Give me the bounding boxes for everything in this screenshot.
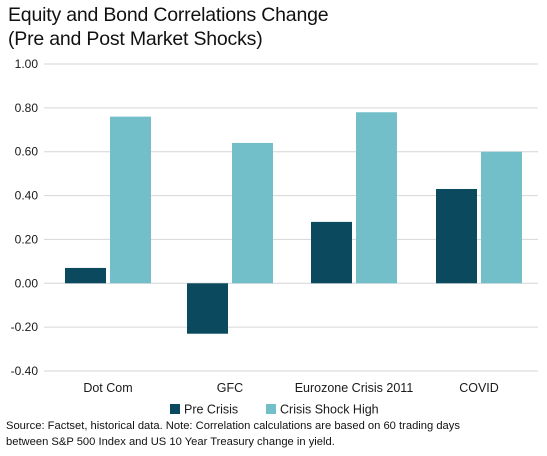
legend-label-pre-crisis: Pre Crisis	[184, 403, 238, 417]
source-note-line-2: between S&P 500 Index and US 10 Year Tre…	[6, 436, 335, 448]
x-category-label: GFC	[217, 381, 243, 395]
legend: Pre Crisis Crisis Shock High	[170, 403, 379, 417]
source-note-line-1: Source: Factset, historical data. Note: …	[6, 420, 460, 432]
legend-label-crisis-shock-high: Crisis Shock High	[280, 403, 379, 417]
bars	[65, 112, 522, 334]
x-category-label: Dot Com	[83, 381, 132, 395]
bar-crisis-shock-high-0	[110, 116, 151, 284]
source-note: Source: Factset, historical data. Note: …	[6, 418, 543, 450]
y-tick-label: -0.20	[11, 320, 39, 334]
chart-title-line-2: (Pre and Post Market Shocks)	[8, 28, 263, 50]
y-tick-label: 0.40	[15, 189, 39, 203]
y-tick-label: 0.60	[15, 145, 39, 159]
x-category-label: COVID	[459, 381, 499, 395]
y-axis: 1.00 0.80 0.60 0.40 0.20 0.00 -0.20 -0.40	[11, 57, 39, 378]
chart-title: Equity and Bond Correlations Change (Pre…	[8, 3, 329, 51]
legend-swatch-crisis-shock-high	[266, 404, 276, 414]
y-tick-label: 0.80	[15, 101, 39, 115]
bar-pre-crisis-0	[65, 267, 106, 284]
bar-crisis-shock-high-3	[481, 151, 522, 284]
y-tick-label: 0.00	[15, 276, 39, 290]
y-tick-label: -0.40	[11, 364, 39, 378]
bar-crisis-shock-high-1	[232, 142, 273, 284]
x-axis-labels: Dot Com GFC Eurozone Crisis 2011 COVID	[83, 381, 498, 395]
legend-swatch-pre-crisis	[170, 404, 180, 414]
chart-title-line-1: Equity and Bond Correlations Change	[8, 4, 329, 26]
y-tick-label: 1.00	[15, 57, 39, 71]
bar-crisis-shock-high-2	[356, 112, 397, 284]
bar-pre-crisis-3	[436, 188, 477, 284]
bar-pre-crisis-1	[187, 283, 228, 334]
bar-pre-crisis-2	[311, 221, 352, 284]
y-tick-label: 0.20	[15, 232, 39, 246]
x-category-label: Eurozone Crisis 2011	[295, 381, 414, 395]
